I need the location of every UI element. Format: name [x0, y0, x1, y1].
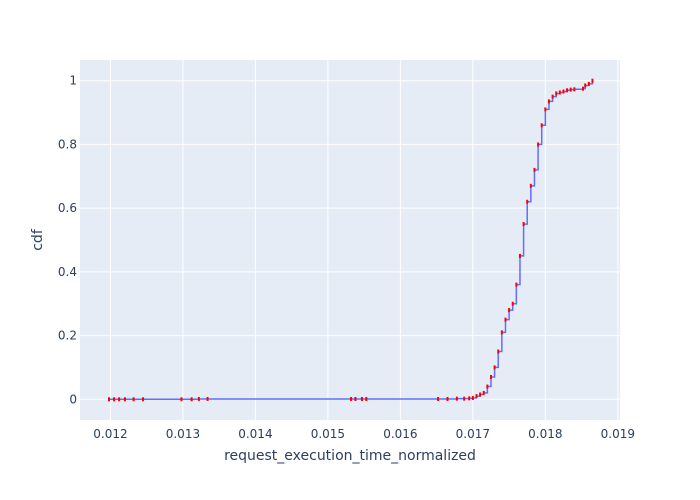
plot-background [80, 60, 620, 420]
x-tick-label: 0.016 [383, 427, 417, 441]
x-tick-label: 0.019 [601, 427, 635, 441]
y-tick-label: 0.2 [58, 329, 77, 343]
y-tick-label: 0.8 [58, 137, 77, 151]
y-tick-label: 0.4 [58, 265, 77, 279]
y-axis-title: cdf [30, 228, 46, 251]
x-tick-label: 0.013 [166, 427, 200, 441]
x-axis-ticks: 0.012 0.013 0.014 0.015 0.016 0.017 0.018 0.019 [93, 427, 635, 441]
x-axis-title: request_execution_time_normalized [224, 448, 476, 464]
x-tick-label: 0.012 [93, 427, 127, 441]
x-tick-label: 0.014 [238, 427, 272, 441]
y-tick-label: 0.6 [58, 201, 77, 215]
grid-lines [80, 60, 620, 420]
y-tick-label: 1 [69, 74, 77, 88]
x-tick-label: 0.015 [311, 427, 345, 441]
data-points [107, 78, 594, 402]
x-tick-label: 0.017 [456, 427, 490, 441]
x-tick-label: 0.018 [528, 427, 562, 441]
y-tick-label: 0 [69, 392, 77, 406]
y-axis-ticks: 0 0.2 0.4 0.6 0.8 1 [58, 74, 77, 407]
